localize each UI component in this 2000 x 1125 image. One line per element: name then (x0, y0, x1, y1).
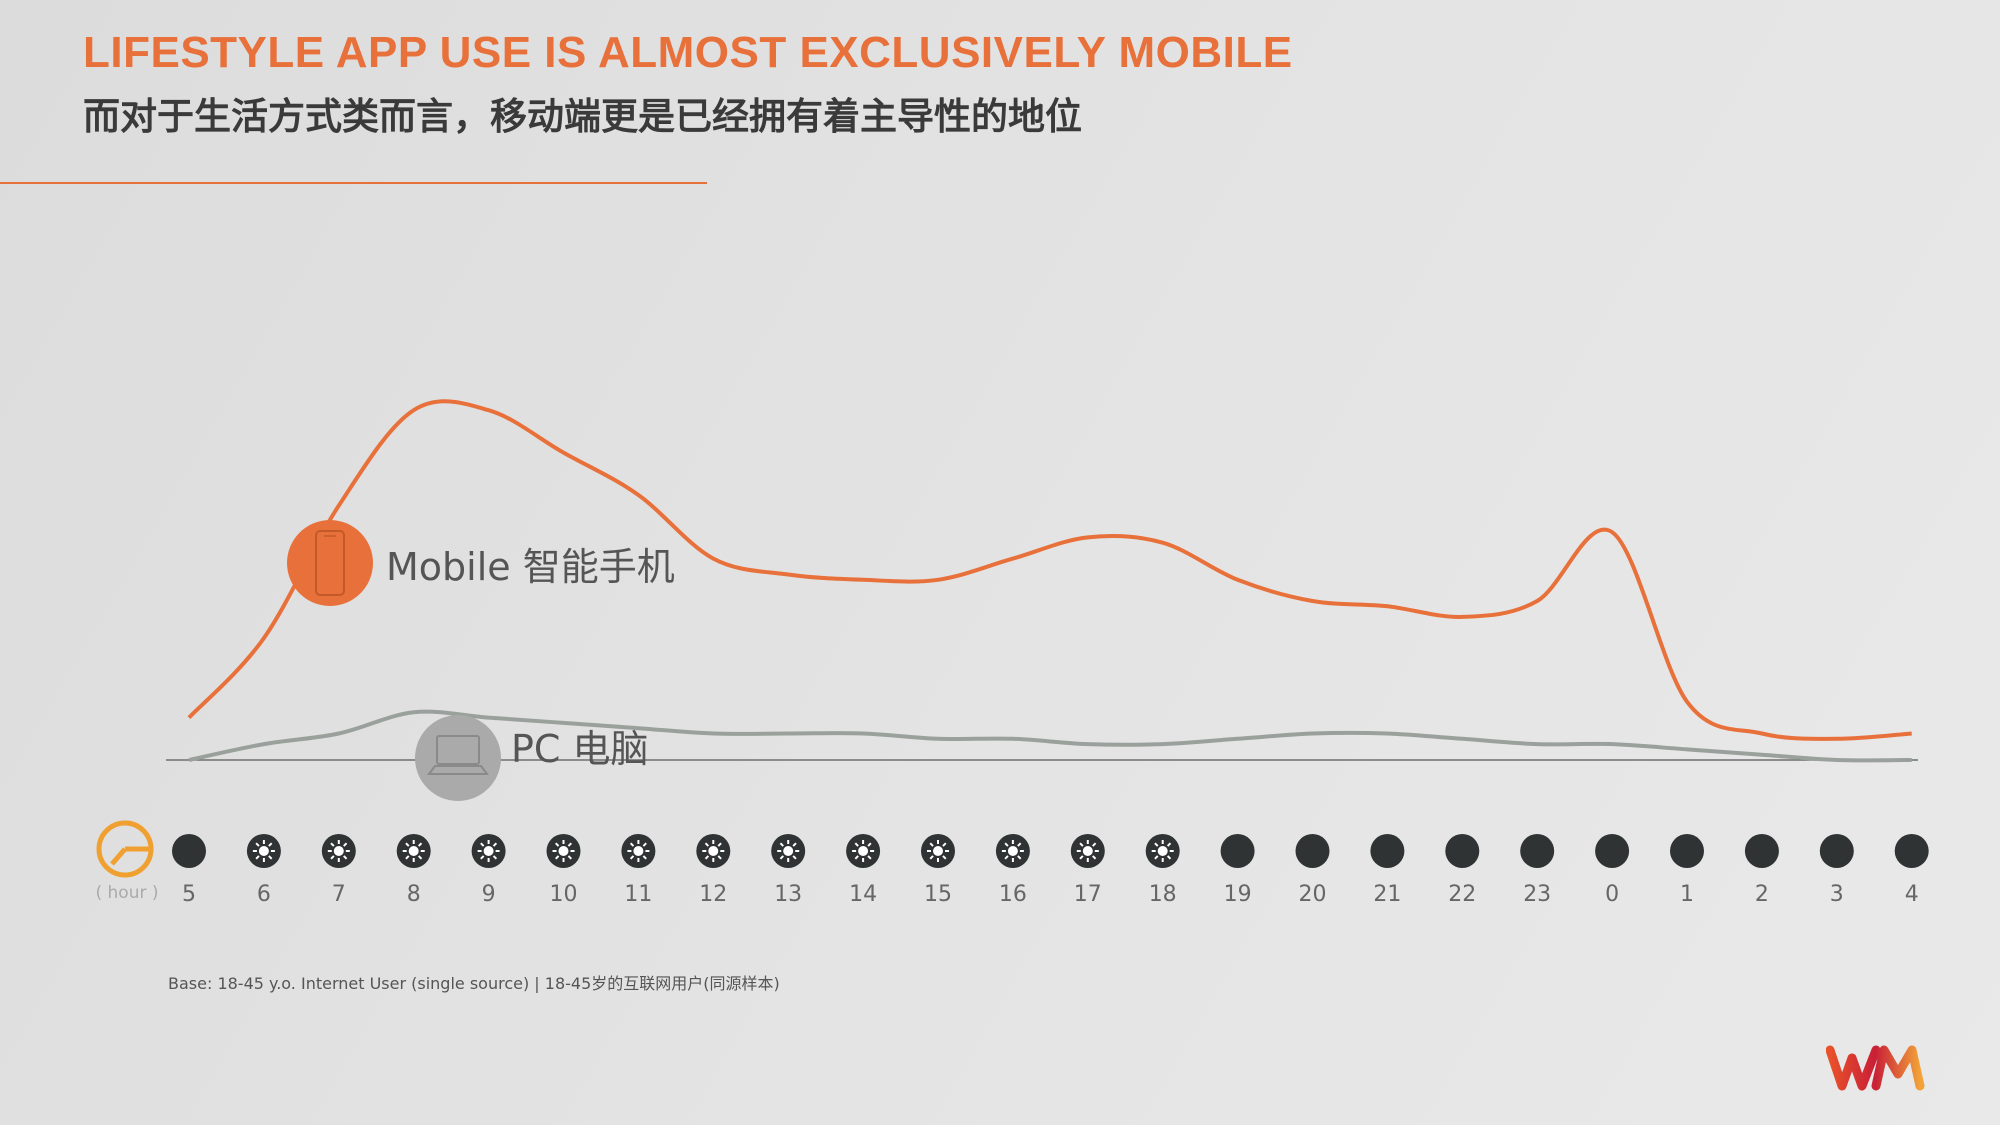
hour-tick-label: 2 (1755, 882, 1769, 907)
mobile-badge (287, 520, 373, 606)
hour-tick-label: 0 (1605, 882, 1619, 907)
sun-icon (921, 834, 955, 868)
laptop-icon (427, 735, 489, 775)
mobile-series-label: Mobile 智能手机 (386, 545, 675, 589)
sun-icon (546, 834, 581, 868)
sun-icon (246, 834, 281, 868)
hour-tick-label: 10 (550, 882, 578, 907)
hour-tick-label: 8 (407, 882, 421, 907)
hour-tick-label: 14 (849, 882, 877, 907)
mobile-phone-icon (315, 530, 345, 596)
hour-tick-label: 7 (332, 882, 346, 907)
moon-icon (1520, 834, 1555, 868)
sun-icon (771, 834, 806, 868)
x-axis-label: ( hour ) (95, 883, 158, 903)
title-divider (0, 182, 707, 184)
series-line-pc (188, 709, 1912, 763)
hour-tick-label: 17 (1074, 882, 1102, 907)
sun-icon (396, 834, 431, 868)
moon-icon (1894, 834, 1929, 868)
page-subtitle: 而对于生活方式类而言，移动端更是已经拥有着主导性的地位 (83, 95, 1082, 138)
hour-tick-label: 21 (1373, 882, 1401, 907)
hour-tick-label: 15 (924, 882, 952, 907)
hour-tick-label: 9 (482, 882, 496, 907)
sun-icon (696, 834, 731, 868)
hour-tick-label: 11 (624, 882, 652, 907)
hour-tick-label: 16 (999, 882, 1027, 907)
hour-tick-label: 4 (1905, 882, 1919, 907)
legend-label-mobile: Mobile 智能手机 (287, 520, 675, 606)
sun-icon (471, 834, 506, 868)
moon-icon (1744, 834, 1779, 868)
hour-tick-label: 22 (1448, 882, 1476, 907)
series-line-mobile (187, 399, 1912, 741)
sun-icon (995, 834, 1030, 868)
footnote: Base: 18-45 y.o. Internet User (single s… (168, 974, 780, 993)
hour-tick-label: 12 (699, 882, 727, 907)
moon-icon (1220, 834, 1255, 868)
moon-icon (1819, 834, 1854, 868)
pc-series-label: PC 电脑 (511, 727, 649, 771)
moon-icon (1295, 834, 1330, 868)
moon-icon (1370, 834, 1405, 868)
sun-icon (621, 834, 656, 868)
hour-tick-label: 13 (774, 882, 802, 907)
hour-tick-label: 6 (257, 882, 271, 907)
moon-icon (1670, 834, 1704, 868)
brand-logo (1826, 1045, 1925, 1091)
sun-icon (1070, 834, 1105, 868)
sun-icon (1145, 834, 1180, 868)
hour-tick-label: 18 (1149, 882, 1177, 907)
hour-tick-label: 3 (1830, 882, 1844, 907)
moon-icon (1445, 834, 1480, 868)
sun-icon (846, 834, 881, 868)
hour-tick-label: 19 (1224, 882, 1252, 907)
hour-tick-label: 5 (182, 882, 196, 907)
hour-ticks: 5 6 7 8 9 10 11 12 13 14 15 16 17 18 19 20 21 22 23 0 1 2 3 4 (172, 834, 1929, 907)
moon-icon (1595, 834, 1630, 868)
page-title: LIFESTYLE APP USE IS ALMOST EXCLUSIVELY … (83, 28, 1293, 77)
hour-tick-label: 20 (1299, 882, 1327, 907)
hour-axis-clock-icon: ( hour ) (95, 820, 159, 903)
legend-label-pc: PC 电脑 (415, 715, 649, 801)
pc-badge (415, 715, 501, 801)
moon-icon (172, 834, 206, 868)
hour-tick-label: 23 (1523, 882, 1551, 907)
hour-tick-label: 1 (1680, 882, 1694, 907)
sun-icon (321, 834, 356, 868)
